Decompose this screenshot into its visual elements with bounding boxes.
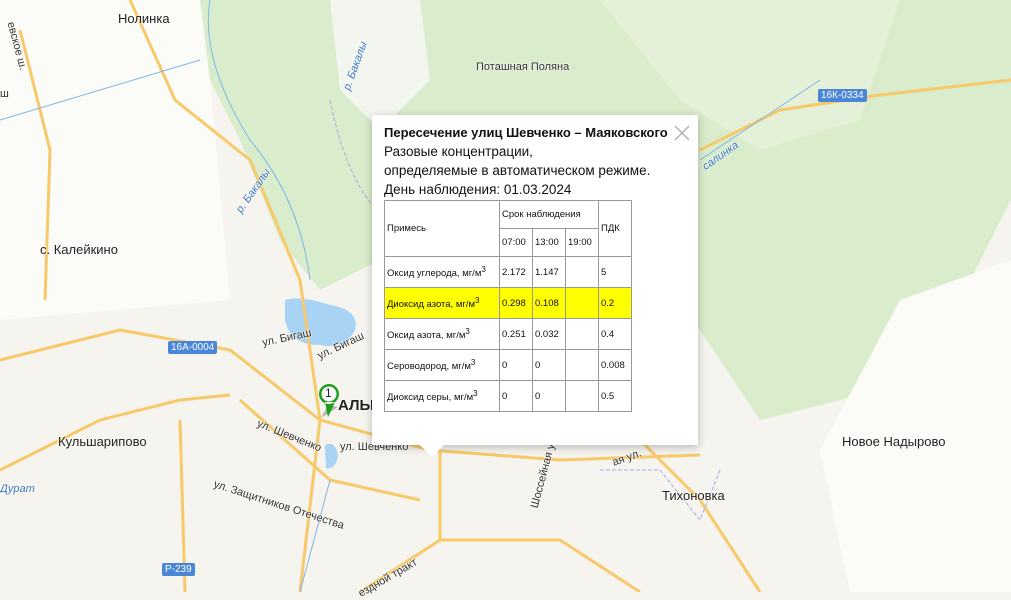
header-period: Срок наблюдения: [499, 200, 599, 229]
value-cell: [565, 287, 599, 319]
value-cell: [565, 318, 599, 350]
value-cell: 0.108: [532, 287, 566, 319]
road-shield: Р-239: [162, 563, 195, 576]
concentrations-table: Примесь Срок наблюдения ПДК 07:00 13:00 …: [384, 200, 632, 412]
pdk-cell: 0.008: [598, 349, 632, 381]
value-cell: 0.032: [532, 318, 566, 350]
header-time: 07:00: [499, 228, 533, 257]
pdk-cell: 0.4: [598, 318, 632, 350]
substance-name: Сероводород, мг/м3: [384, 349, 500, 381]
header-pdk: ПДК: [598, 200, 632, 257]
substance-name: Оксид углерода, мг/м3: [384, 256, 500, 288]
place-label: Поташная Поляна: [476, 61, 570, 73]
table-row: Диоксид серы, мг/м3 0 0 0.5: [384, 380, 632, 412]
close-icon[interactable]: [674, 125, 690, 141]
header-substance: Примесь: [384, 200, 500, 257]
observation-date: День наблюдения: 01.03.2024: [384, 182, 572, 197]
station-marker[interactable]: 1: [318, 383, 344, 426]
road-shield: 16К-0334: [818, 89, 867, 102]
place-label: Нолинка: [118, 11, 170, 26]
value-cell: 0: [499, 349, 533, 381]
river-label: Дурат: [0, 483, 35, 495]
value-cell: 0: [499, 380, 533, 412]
city-label: АЛЬМ: [338, 397, 383, 414]
table-row: Оксид азота, мг/м3 0.251 0.032 0.4: [384, 318, 632, 350]
value-cell: [565, 256, 599, 288]
table-row: Оксид углерода, мг/м3 2.172 1.147 5: [384, 256, 632, 288]
table-row: Сероводород, мг/м3 0 0 0.008: [384, 349, 632, 381]
road-shield: 16А-0004: [168, 341, 218, 354]
value-cell: [565, 380, 599, 412]
value-cell: [565, 349, 599, 381]
substance-name: Диоксид серы, мг/м3: [384, 380, 500, 412]
value-cell: 0.298: [499, 287, 533, 319]
popup-subtitle: Разовые концентрации,: [384, 144, 533, 159]
value-cell: 0.251: [499, 318, 533, 350]
substance-name: Диоксид азота, мг/м3: [384, 287, 500, 319]
popup-title: Пересечение улиц Шевченко – Маяковского: [384, 125, 668, 140]
value-cell: 1.147: [532, 256, 566, 288]
value-cell: 0: [532, 349, 566, 381]
street-label: ш: [0, 88, 9, 100]
marker-label: 1: [325, 386, 332, 400]
substance-name: Оксид азота, мг/м3: [384, 318, 500, 350]
place-label: с. Калейкино: [40, 242, 118, 257]
pdk-cell: 0.2: [598, 287, 632, 319]
popup-subtitle: определяемые в автоматическом режиме.: [384, 163, 651, 178]
header-time: 19:00: [565, 228, 599, 257]
header-time: 13:00: [532, 228, 566, 257]
station-popup: Пересечение улиц Шевченко – Маяковского …: [372, 115, 698, 457]
value-cell: 0: [532, 380, 566, 412]
place-label: Кульшарипово: [58, 434, 147, 449]
table-row: Диоксид азота, мг/м3 0.298 0.108 0.2: [384, 287, 632, 319]
pdk-cell: 0.5: [598, 380, 632, 412]
value-cell: 2.172: [499, 256, 533, 288]
place-label: Тихоновка: [662, 488, 725, 503]
pdk-cell: 5: [598, 256, 632, 288]
place-label: Новое Надырово: [842, 434, 946, 449]
